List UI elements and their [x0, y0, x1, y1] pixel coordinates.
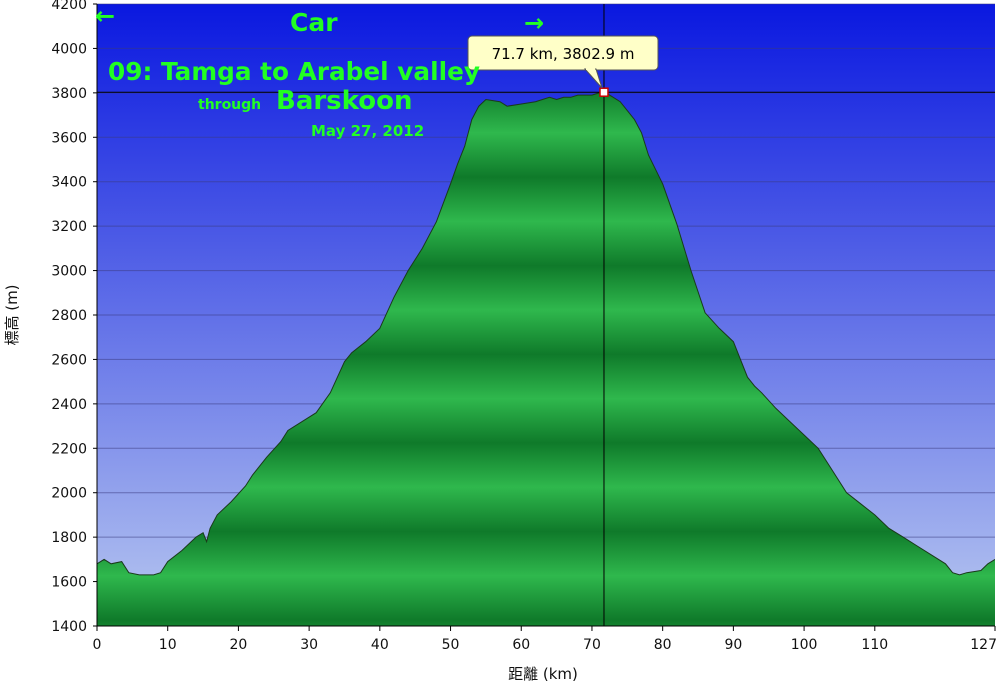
- cursor-marker[interactable]: [599, 87, 609, 97]
- y-tick-label: 2400: [51, 397, 87, 413]
- x-tick-label: 50: [442, 637, 460, 653]
- y-axis-title: 標高 (m): [3, 284, 21, 345]
- right-arrow-annotation: →: [524, 9, 544, 37]
- y-tick-label: 3000: [51, 264, 87, 280]
- x-tick-label: 70: [583, 637, 601, 653]
- x-tick-label: 0: [93, 637, 102, 653]
- y-tick-label: 2800: [51, 308, 87, 324]
- mode-annotation: Car: [290, 8, 338, 37]
- y-tick-label: 3800: [51, 86, 87, 102]
- x-tick-label: 30: [300, 637, 318, 653]
- left-arrow-annotation: ←: [95, 2, 115, 30]
- y-tick-label: 1800: [51, 530, 87, 546]
- y-tick-label: 1600: [51, 575, 87, 591]
- y-tick-label: 3200: [51, 219, 87, 235]
- tooltip-text: 71.7 km, 3802.9 m: [492, 45, 635, 63]
- chart-title: 09: Tamga to Arabel valley: [108, 57, 480, 86]
- x-tick-label: 127: [970, 637, 997, 653]
- via-annotation: Barskoon: [276, 86, 413, 116]
- x-tick-label: 80: [654, 637, 672, 653]
- tooltip-box: [467, 35, 659, 71]
- y-tick-label: 3600: [51, 130, 87, 146]
- y-axis-ticks: 1400 1600 1800 2000 2200 2400 2600 2800 3000 3200…: [51, 0, 97, 635]
- x-tick-label: 60: [512, 637, 530, 653]
- elevation-line: [97, 91, 995, 576]
- y-tick-label: 2600: [51, 352, 87, 368]
- y-tick-label: 2200: [51, 441, 87, 457]
- y-tick-label: 1400: [51, 619, 87, 635]
- x-tick-label: 110: [861, 637, 888, 653]
- x-tick-label: 20: [230, 637, 248, 653]
- y-tick-label: 2000: [51, 486, 87, 502]
- through-annotation: through: [198, 97, 261, 113]
- x-axis-title: 距離 (km): [508, 665, 578, 683]
- elevation-area: [97, 92, 995, 626]
- cursor-tooltip: 71.7 km, 3802.9 m: [467, 35, 659, 89]
- date-annotation: May 27, 2012: [311, 122, 424, 140]
- x-tick-label: 90: [724, 637, 742, 653]
- x-axis-ticks: 0 10 20 30 40 50 60 70 80 90 100 110 127: [93, 626, 997, 653]
- y-tick-label: 4200: [51, 0, 87, 13]
- y-tick-label: 3400: [51, 175, 87, 191]
- y-tick-label: 4000: [51, 41, 87, 57]
- x-tick-label: 40: [371, 637, 389, 653]
- x-tick-label: 10: [159, 637, 177, 653]
- x-tick-label: 100: [791, 637, 818, 653]
